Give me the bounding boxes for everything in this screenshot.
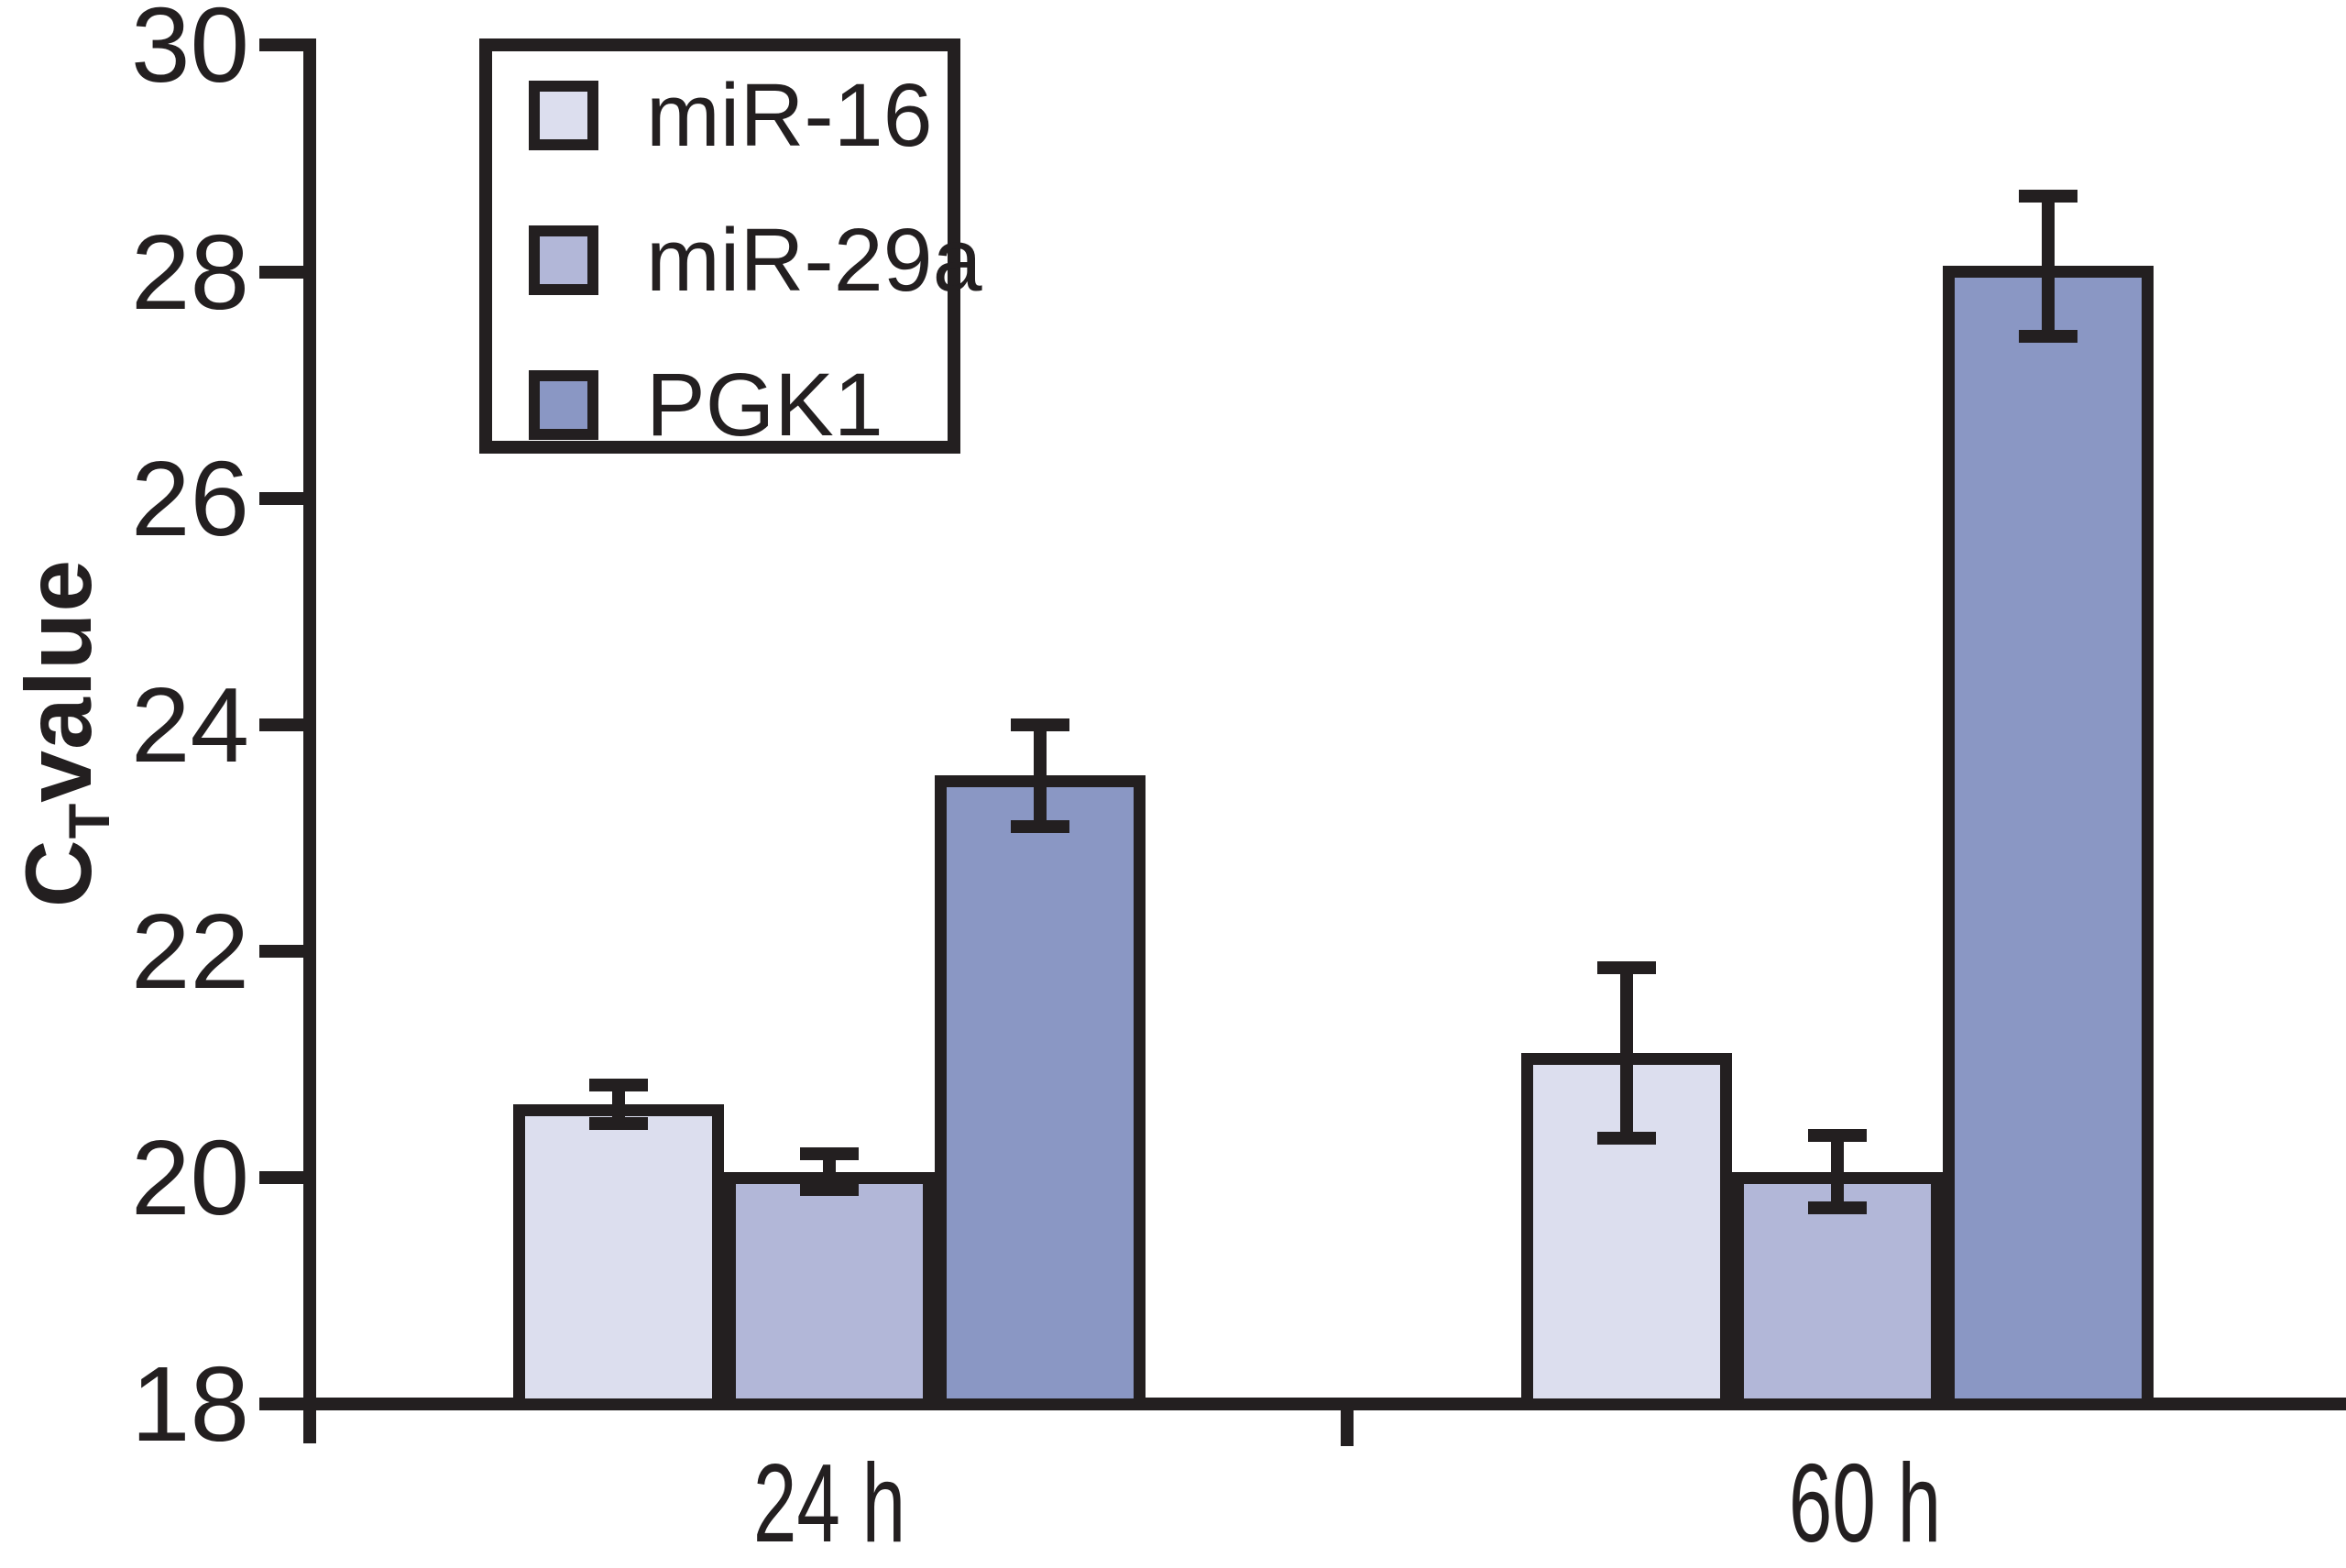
error-bar-cap-top-miR-16-60h	[1597, 961, 1656, 975]
error-bar-stem-miR-29a-60h	[1831, 1135, 1844, 1209]
error-bar-cap-bottom-miR-29a-24h	[800, 1183, 859, 1197]
bar-miR-16-60h	[1521, 1052, 1732, 1410]
legend-swatch-mir16-icon	[529, 81, 598, 150]
error-bar-cap-top-PGK1-24h	[1011, 718, 1069, 731]
error-bar-cap-bottom-miR-16-60h	[1597, 1131, 1656, 1145]
y-tick-label-18: 18	[130, 1344, 249, 1464]
bar-PGK1-60h	[1943, 266, 2154, 1410]
error-bar-stem-PGK1-24h	[1034, 724, 1047, 827]
error-bar-cap-bottom-miR-16-24h	[589, 1116, 648, 1130]
error-bar-cap-bottom-miR-29a-60h	[1808, 1201, 1867, 1215]
y-tick-20	[259, 1170, 310, 1184]
legend-swatch-mir29a-icon	[529, 225, 598, 295]
error-bar-cap-bottom-PGK1-60h	[2019, 329, 2077, 343]
legend-item-mir16: miR-16	[529, 70, 933, 161]
y-tick-24	[259, 718, 310, 731]
legend: miR-16 miR-29a PGK1	[479, 38, 982, 454]
y-tick-label-26: 26	[130, 438, 249, 558]
legend-item-mir29a: miR-29a	[529, 214, 982, 306]
error-bar-cap-top-miR-29a-24h	[800, 1146, 859, 1160]
y-tick-22	[259, 944, 310, 958]
y-tick-30	[259, 38, 310, 52]
error-bar-cap-bottom-PGK1-24h	[1011, 819, 1069, 833]
error-bar-stem-miR-29a-24h	[823, 1153, 836, 1190]
bar-PGK1-24h	[935, 775, 1146, 1410]
legend-item-pgk1: PGK1	[529, 359, 883, 451]
legend-label-mir29a: miR-29a	[646, 210, 982, 310]
y-tick-label-22: 22	[130, 891, 249, 1011]
y-tick-label-30: 30	[130, 0, 249, 105]
bar-miR-29a-60h	[1732, 1171, 1943, 1410]
x-category-label-60h: 60 h	[1788, 1441, 1942, 1565]
y-tick-28	[259, 265, 310, 279]
legend-label-mir16: miR-16	[646, 65, 933, 165]
y-axis-line	[303, 38, 316, 1443]
y-tick-26	[259, 491, 310, 505]
error-bar-cap-top-PGK1-60h	[2019, 189, 2077, 203]
x-category-label-24h: 24 h	[752, 1441, 906, 1565]
error-bar-cap-top-miR-16-24h	[589, 1078, 648, 1091]
y-tick-18	[259, 1398, 310, 1410]
y-tick-label-20: 20	[130, 1117, 249, 1237]
bar-miR-16-24h	[513, 1103, 724, 1410]
error-bar-stem-miR-16-60h	[1620, 968, 1633, 1138]
error-bar-stem-miR-16-24h	[612, 1084, 625, 1124]
y-tick-label-28: 28	[130, 212, 249, 332]
legend-swatch-pgk1-icon	[529, 370, 598, 440]
error-bar-cap-top-miR-29a-60h	[1808, 1129, 1867, 1143]
x-axis-divider-tick	[1341, 1404, 1354, 1446]
legend-label-pgk1: PGK1	[646, 355, 883, 455]
bar-miR-29a-24h	[724, 1171, 935, 1410]
error-bar-stem-PGK1-60h	[2042, 195, 2055, 336]
y-tick-label-24: 24	[130, 664, 249, 784]
